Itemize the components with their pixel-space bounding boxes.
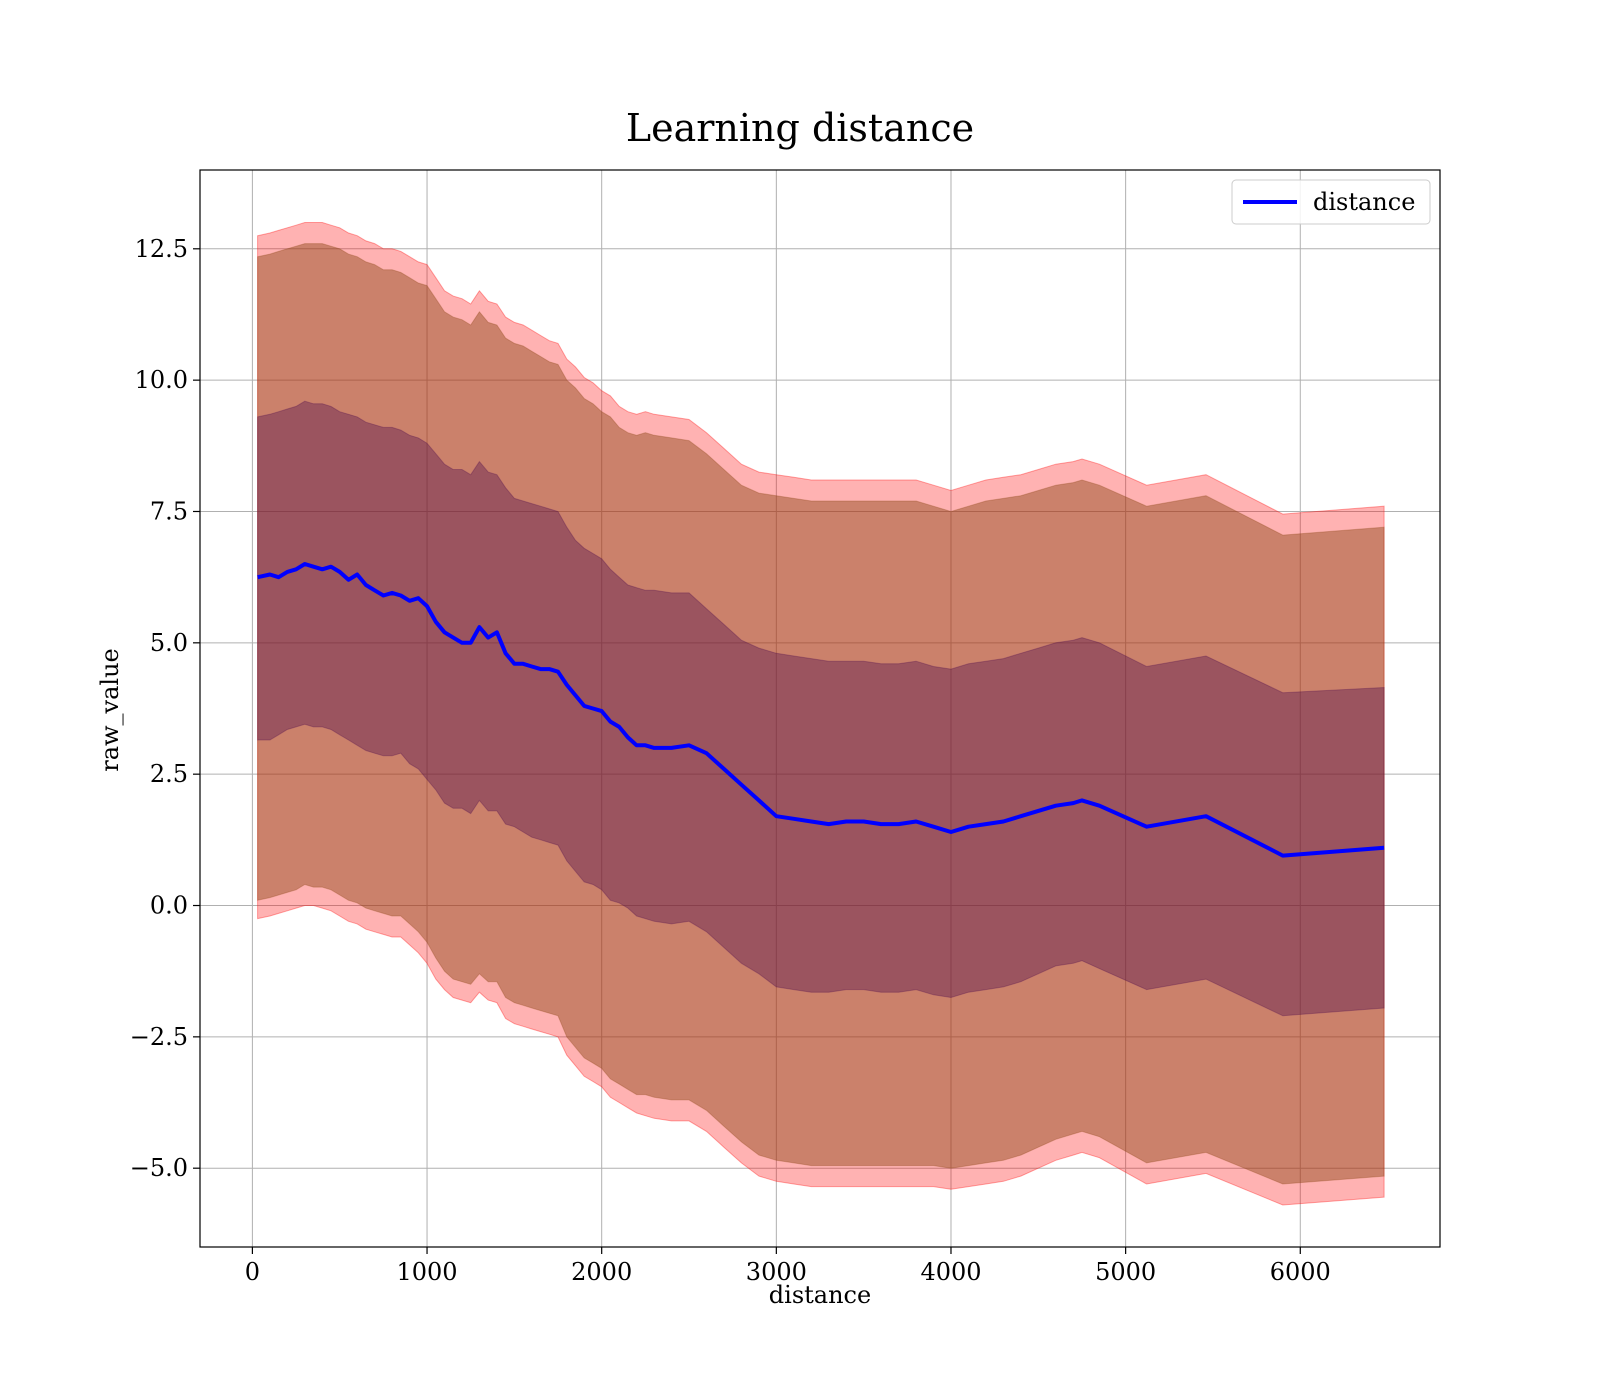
band-middle <box>257 243 1385 1185</box>
x-tick-label: 4000 <box>920 1258 981 1286</box>
y-axis-label: raw_value <box>96 648 124 772</box>
x-tick-label: 0 <box>245 1258 260 1286</box>
x-axis-ticks: 0 1000 2000 3000 4000 5000 6000 <box>245 1247 1331 1286</box>
band-outer <box>257 222 1385 1206</box>
legend-box <box>1231 179 1431 225</box>
x-tick-label: 3000 <box>746 1258 807 1286</box>
plot-frame <box>199 169 1441 1248</box>
grid-lines <box>200 170 1440 1247</box>
y-tick-label: 0.0 <box>150 892 188 920</box>
legend-label-distance: distance <box>1313 188 1415 216</box>
y-tick-label: 10.0 <box>135 366 188 394</box>
plot-area <box>199 169 1441 1248</box>
y-tick-label: −5.0 <box>130 1154 188 1182</box>
x-tick-label: 2000 <box>571 1258 632 1286</box>
band-inner <box>257 400 1385 1017</box>
x-axis-label: distance <box>769 1281 871 1309</box>
series-line-distance <box>257 562 1385 858</box>
x-tick-label: 1000 <box>397 1258 458 1286</box>
y-tick-label: 12.5 <box>135 235 188 263</box>
confidence-bands <box>257 222 1385 1206</box>
legend: distance <box>1231 179 1431 225</box>
x-tick-label: 5000 <box>1095 1258 1156 1286</box>
chart-title: Learning distance <box>626 106 974 150</box>
y-tick-label: −2.5 <box>130 1023 188 1051</box>
x-tick-label: 6000 <box>1270 1258 1331 1286</box>
y-tick-label: 5.0 <box>150 629 188 657</box>
y-tick-label: 2.5 <box>150 760 188 788</box>
y-tick-label: 7.5 <box>150 497 188 525</box>
series-lines <box>257 562 1385 858</box>
y-axis-ticks: −5.0 −2.5 0.0 2.5 5.0 7.5 10.0 12.5 <box>130 235 200 1182</box>
